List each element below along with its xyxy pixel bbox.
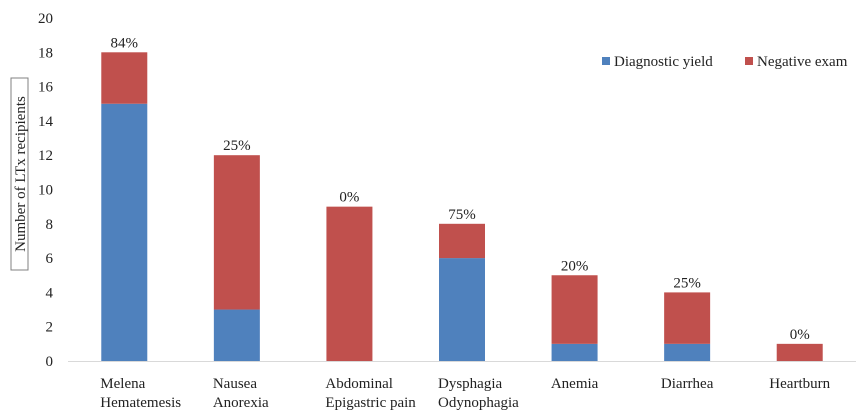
y-tick-label: 8 <box>46 217 54 233</box>
x-category-label: Hematemesis <box>100 395 181 410</box>
y-axis-title-text: Number of LTx recipients <box>13 96 29 252</box>
y-tick-label: 4 <box>46 285 54 301</box>
legend-label: Diagnostic yield <box>614 54 713 70</box>
x-axis: Melena Hematemesis Nausea Anorexia Abdominal… <box>68 361 856 410</box>
data-label: 25% <box>673 275 701 291</box>
legend-swatch-diagnostic-yield <box>602 57 610 65</box>
bar-segment-negative-exam <box>213 155 260 310</box>
y-tick-label: 16 <box>38 80 54 96</box>
y-tick-label: 2 <box>46 320 54 336</box>
bar-segment-diagnostic-yield <box>664 343 711 361</box>
y-tick-label: 20 <box>38 11 53 27</box>
y-tick-label: 14 <box>38 114 54 130</box>
bar-segment-diagnostic-yield <box>213 309 260 361</box>
bar-segment-negative-exam <box>551 275 598 344</box>
data-labels-group: 84% 25% 0% 75% 20% 25% 0% <box>111 35 810 343</box>
x-category-label: Anemia <box>551 376 599 392</box>
y-axis-title: Number of LTx recipients <box>10 77 29 271</box>
y-tick-label: 10 <box>38 183 53 199</box>
data-label: 0% <box>339 190 359 206</box>
y-axis-title-frame <box>10 77 29 271</box>
bar-segment-negative-exam <box>326 206 373 361</box>
data-label: 0% <box>790 327 810 343</box>
x-category-label: Melena <box>100 376 145 392</box>
y-axis: 0 2 4 6 8 10 12 14 16 18 20 <box>38 11 54 370</box>
x-category-label: Anorexia <box>213 395 269 410</box>
bar-segment-diagnostic-yield <box>101 103 148 361</box>
data-label: 75% <box>448 207 476 223</box>
bar-segment-diagnostic-yield <box>551 343 598 361</box>
bar-segment-negative-exam <box>439 223 485 259</box>
x-category-label: Odynophagia <box>438 395 519 410</box>
bar-segment-diagnostic-yield <box>439 258 485 361</box>
x-category-label: Epigastric pain <box>325 395 416 410</box>
x-category-label: Diarrhea <box>661 376 714 392</box>
x-category-label: Abdominal <box>325 376 393 392</box>
x-category-label: Heartburn <box>769 376 830 392</box>
legend-swatch-negative-exam <box>745 57 753 65</box>
data-label: 84% <box>111 35 139 51</box>
x-category-label: Nausea <box>213 376 257 392</box>
y-tick-label: 18 <box>38 45 53 61</box>
y-tick-label: 6 <box>46 251 54 267</box>
data-label: 25% <box>223 138 251 154</box>
legend-label: Negative exam <box>757 54 848 70</box>
bar-segment-negative-exam <box>664 292 711 344</box>
y-tick-label: 0 <box>46 354 54 370</box>
data-label: 20% <box>561 258 589 274</box>
bar-series-group <box>101 52 823 361</box>
y-tick-label: 12 <box>38 148 53 164</box>
bar-segment-negative-exam <box>101 52 148 104</box>
bar-segment-negative-exam <box>776 343 823 361</box>
legend: Diagnostic yield Negative exam <box>602 54 848 70</box>
x-category-label: Dysphagia <box>438 376 502 392</box>
